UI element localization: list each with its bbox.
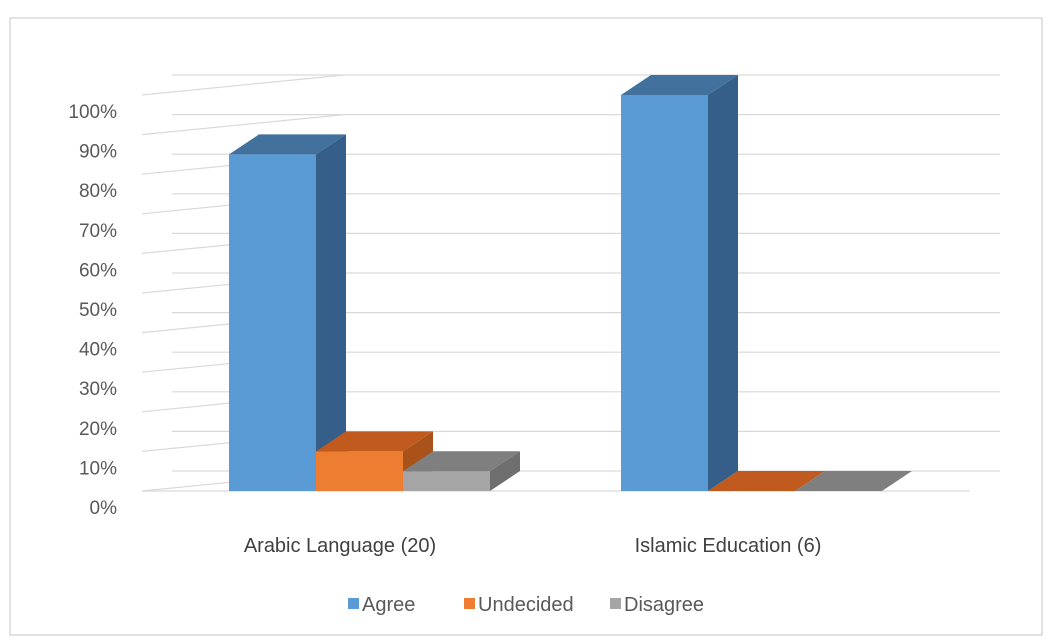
bar-front [403, 471, 490, 491]
bar-top [316, 431, 433, 452]
bar-front [229, 154, 316, 491]
legend: Agree Undecided Disagree [348, 594, 704, 616]
y-tick-label: 90% [79, 142, 117, 163]
bar-side [316, 134, 346, 491]
y-tick-label: 100% [68, 102, 117, 123]
legend-label: Agree [362, 594, 415, 616]
gridline-depth [141, 114, 345, 136]
bar-front [316, 451, 403, 491]
legend-label: Undecided [478, 594, 574, 616]
bar-agree-1 [229, 134, 346, 491]
bar-top [708, 471, 825, 491]
bar-side [708, 75, 738, 491]
y-tick-label: 30% [79, 379, 117, 400]
bar-undecided-2 [708, 471, 825, 491]
y-tick-label: 10% [79, 458, 117, 479]
category-label: Islamic Education (6) [635, 535, 822, 557]
legend-swatch [464, 598, 475, 609]
y-tick-label: 50% [79, 300, 117, 321]
chart-border [9, 17, 1043, 636]
bar-side [490, 451, 520, 491]
legend-swatch [348, 598, 359, 609]
gridline-depth [141, 74, 345, 96]
bar-front [621, 95, 708, 491]
category-label: Arabic Language (20) [244, 535, 436, 557]
y-tick-label: 40% [79, 340, 117, 361]
legend-label: Disagree [624, 594, 704, 616]
legend-item-agree: Agree [348, 594, 415, 616]
y-axis-tick-labels: 0% 10% 20% 30% 40% 50% 60% 70% 80% 90% 100% [68, 102, 117, 519]
bar-top [229, 134, 346, 155]
bar-top [403, 451, 520, 472]
y-tick-label: 60% [79, 260, 117, 281]
y-tick-label: 20% [79, 419, 117, 440]
legend-swatch [610, 598, 621, 609]
y-tick-label: 70% [79, 221, 117, 242]
bars [229, 75, 912, 491]
bar-disagree-2 [795, 471, 912, 491]
legend-item-disagree: Disagree [610, 594, 704, 616]
y-tick-label: 0% [90, 498, 118, 519]
category-labels: Arabic Language (20) Islamic Education (6… [244, 535, 822, 557]
y-tick-label: 80% [79, 181, 117, 202]
bar-top [795, 471, 912, 491]
bar-top [621, 75, 738, 95]
bar-agree-2 [621, 75, 738, 491]
legend-item-undecided: Undecided [464, 594, 574, 616]
bar-disagree-1 [403, 451, 520, 491]
